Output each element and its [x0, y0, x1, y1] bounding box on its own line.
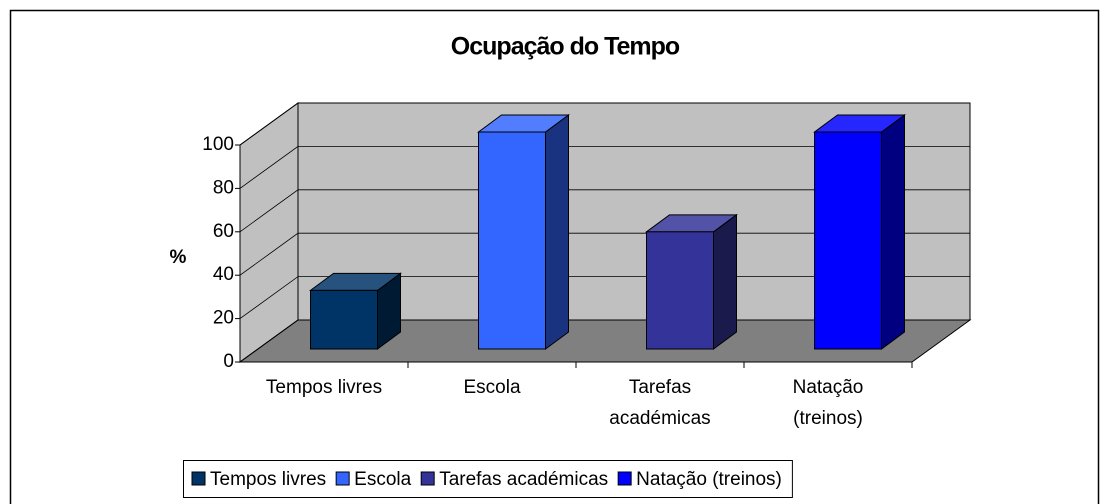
y-tick-label: 0 — [223, 351, 234, 372]
y-axis-label: % — [170, 247, 187, 268]
legend-swatch — [617, 471, 632, 486]
y-tick-label: 60 — [213, 221, 234, 242]
grid-line — [239, 189, 970, 233]
bar-front — [646, 231, 714, 350]
bar-front — [310, 289, 378, 350]
legend: Tempos livres Escola Tarefas académicas Nat… — [183, 460, 793, 498]
y-tick-label: 40 — [213, 264, 234, 285]
x-tick-label: Tempos livres — [266, 377, 382, 398]
bar — [812, 114, 907, 350]
legend-label: Natação (treinos) — [636, 469, 782, 490]
grid-line — [239, 232, 970, 276]
x-tick-label: Escola — [463, 377, 520, 398]
bar — [476, 114, 571, 350]
bar-front — [814, 131, 882, 350]
bar-side — [545, 114, 569, 350]
bar — [308, 272, 403, 350]
chart-title: Ocupação do Tempo — [451, 33, 680, 61]
legend-label: Tarefas académicas — [439, 469, 608, 490]
bar — [644, 213, 739, 350]
x-tick-label: Tarefas académicas — [609, 377, 710, 429]
bar-side — [713, 213, 737, 350]
legend-swatch — [420, 471, 435, 486]
grid-line — [239, 102, 970, 146]
x-tick-label: Natação (treinos) — [793, 377, 864, 429]
legend-swatch — [335, 471, 350, 486]
side-wall — [239, 102, 299, 363]
bar-side — [881, 114, 905, 350]
y-tick-label: 80 — [213, 177, 234, 198]
grid-line — [239, 276, 970, 319]
y-tick-label: 20 — [213, 308, 234, 329]
grid-line — [239, 145, 970, 189]
grid-line — [239, 319, 970, 363]
legend-label: Escola — [354, 469, 411, 490]
legend-box — [183, 460, 793, 498]
legend-swatch — [191, 471, 206, 486]
y-tick-label: 100 — [202, 134, 234, 155]
legend-label: Tempos livres — [210, 469, 326, 490]
bar-front — [478, 131, 546, 350]
